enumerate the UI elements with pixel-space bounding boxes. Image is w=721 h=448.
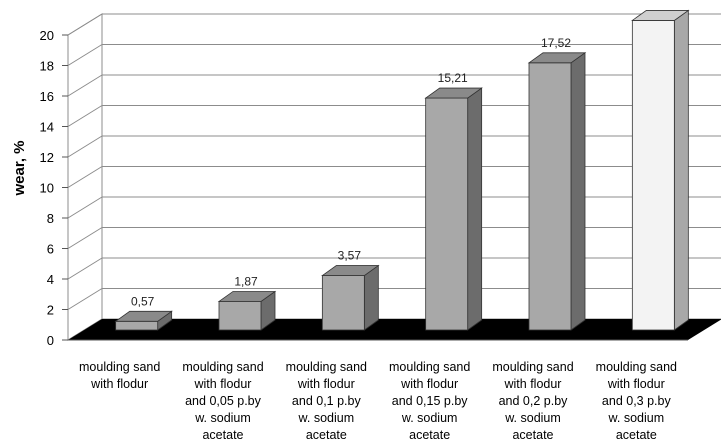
category-label-line: w. sodium xyxy=(608,411,665,425)
data-label: 0,57 xyxy=(131,294,155,308)
bar-side xyxy=(673,9,689,331)
category-label-line: w. sodium xyxy=(194,411,251,425)
y-tick-label: 20 xyxy=(40,28,54,43)
y-tick-label: 6 xyxy=(47,242,54,257)
bar xyxy=(114,310,173,331)
bar-top xyxy=(527,52,587,64)
category-label-line: with flodur xyxy=(90,377,148,391)
bar-side xyxy=(467,87,483,331)
grid-layer xyxy=(67,13,721,341)
category-label-line: acetate xyxy=(202,428,243,442)
category-label-line: w. sodium xyxy=(298,411,355,425)
category-label-line: with flodur xyxy=(194,377,252,391)
y-tick-label: 4 xyxy=(47,272,54,287)
category-label: moulding sand with flodur xyxy=(79,360,160,391)
gridline-diagonal xyxy=(67,227,103,249)
bar xyxy=(217,290,277,331)
bar-front xyxy=(631,20,675,331)
bar-front xyxy=(115,320,159,331)
bar-top xyxy=(217,291,277,302)
gridline-diagonal xyxy=(67,135,103,158)
category-label-line: moulding sand xyxy=(286,360,367,374)
bar xyxy=(424,87,483,331)
data-labels: 0,57 1,87 3,57 15,21 17,52 xyxy=(131,36,571,308)
category-label: moulding sand with flodur and 0,05 p.by w. … xyxy=(182,360,263,442)
bar-front xyxy=(425,97,469,331)
category-label-line: and 0,3 p.by xyxy=(602,394,672,408)
y-tick-label: 16 xyxy=(40,89,54,104)
category-label-line: and 0,1 p.by xyxy=(292,394,362,408)
category-label: moulding sand with flodur and 0,3 p.by w. s… xyxy=(596,360,677,442)
data-label: 15,21 xyxy=(438,71,468,85)
category-label-line: and 0,05 p.by xyxy=(185,394,262,408)
category-label-line: acetate xyxy=(306,428,347,442)
category-label-line: with flodur xyxy=(297,377,355,391)
bar-front xyxy=(528,62,572,331)
gridline-diagonal xyxy=(67,257,103,280)
bar-top xyxy=(114,310,173,322)
category-label: moulding sand with flodur and 0,2 p.by w. s… xyxy=(492,360,573,442)
bar-front xyxy=(218,301,262,331)
y-tick-label: 12 xyxy=(40,150,54,165)
bar-top xyxy=(321,265,380,276)
y-tick-labels: 0 2 4 6 8 10 12 14 16 18 20 xyxy=(40,28,68,348)
gridline-diagonal xyxy=(67,288,103,310)
category-label-line: with flodur xyxy=(607,377,665,391)
y-tick-label: 18 xyxy=(40,59,54,74)
category-label-line: acetate xyxy=(512,428,553,442)
category-label-line: moulding sand xyxy=(182,360,263,374)
gridline-diagonal xyxy=(67,105,103,127)
gridline-diagonal xyxy=(67,74,103,97)
y-tick-label: 0 xyxy=(47,333,54,348)
gridline-diagonal xyxy=(67,196,103,219)
bar-front xyxy=(321,275,365,331)
y-axis-title: wear, % xyxy=(11,140,28,196)
gridline-diagonal xyxy=(67,166,103,188)
category-label-line: w. sodium xyxy=(504,411,561,425)
data-label: 1,87 xyxy=(234,274,258,288)
category-label-line: and 0,15 p.by xyxy=(392,394,469,408)
category-label-line: with flodur xyxy=(400,377,458,391)
category-label-line: moulding sand xyxy=(79,360,160,374)
category-label: moulding sand with flodur and 0,1 p.by w. s… xyxy=(286,360,367,442)
category-label-line: moulding sand xyxy=(389,360,470,374)
category-label-line: moulding sand xyxy=(492,360,573,374)
category-label-line: moulding sand xyxy=(596,360,677,374)
bar-side xyxy=(570,52,586,331)
bar xyxy=(321,264,380,331)
y-tick-label: 10 xyxy=(40,181,54,196)
category-label-line: and 0,2 p.by xyxy=(499,394,569,408)
category-labels: moulding sand with flodur moulding sand wit… xyxy=(79,360,677,442)
bar xyxy=(631,9,690,331)
bar-side xyxy=(363,264,379,331)
y-tick-label: 14 xyxy=(40,120,54,135)
category-label-line: w. sodium xyxy=(401,411,458,425)
data-label: 3,57 xyxy=(338,249,362,263)
gridline-diagonal xyxy=(67,13,103,36)
bars-layer xyxy=(114,9,690,331)
bar-top xyxy=(424,87,483,99)
category-label-line: with flodur xyxy=(504,377,562,391)
category-label-line: acetate xyxy=(409,428,450,442)
data-label: 17,52 xyxy=(541,36,571,50)
category-label-line: acetate xyxy=(616,428,657,442)
bar xyxy=(527,52,587,331)
gridline-diagonal xyxy=(67,44,103,66)
category-label: moulding sand with flodur and 0,15 p.by w. … xyxy=(389,360,470,442)
bar-top xyxy=(631,10,690,21)
y-tick-label: 8 xyxy=(47,211,54,226)
y-tick-label: 2 xyxy=(47,303,54,318)
